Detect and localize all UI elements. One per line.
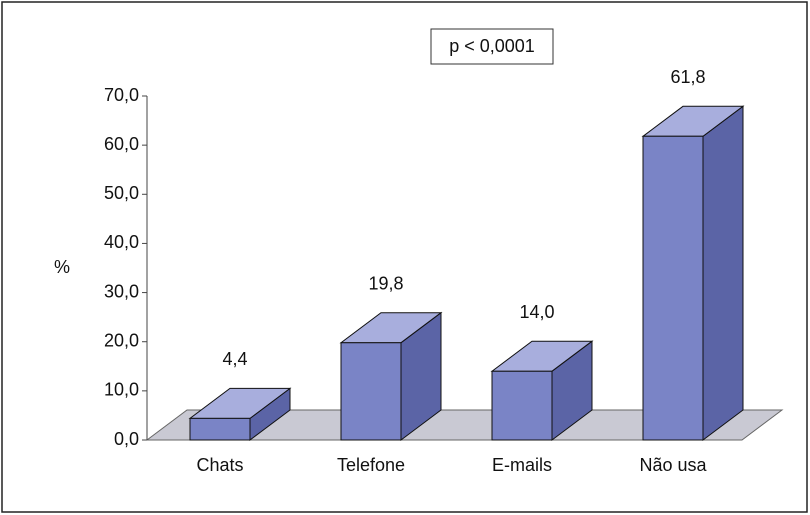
value-label: 61,8 [670,67,705,87]
value-label: 14,0 [519,302,554,322]
bar-front [491,370,553,441]
bar-front [189,417,251,441]
y-tick-label: 20,0 [104,330,139,350]
y-tick-label: 70,0 [104,85,139,105]
annotation: p < 0,0001 [449,36,535,56]
bar-side [702,105,744,441]
annotation-box [430,28,554,65]
y-tick-label: 0,0 [114,429,139,449]
bar [339,311,443,441]
y-axis-label: % [54,257,70,277]
y-tick-label: 50,0 [104,183,139,203]
value-label: 4,4 [222,349,247,369]
bar-front [642,135,704,441]
y-tick-label: 30,0 [104,281,139,301]
x-tick-label: E-mails [492,455,552,475]
x-tick-label: Chats [196,455,243,475]
bar [490,340,594,441]
value-label: 19,8 [368,273,403,293]
bar [188,387,292,441]
y-tick-label: 40,0 [104,232,139,252]
x-tick-label: Não usa [639,455,707,475]
y-tick-label: 60,0 [104,134,139,154]
bar-front [340,342,402,441]
y-tick-label: 10,0 [104,380,139,400]
x-tick-label: Telefone [337,455,405,475]
bar [641,105,745,441]
